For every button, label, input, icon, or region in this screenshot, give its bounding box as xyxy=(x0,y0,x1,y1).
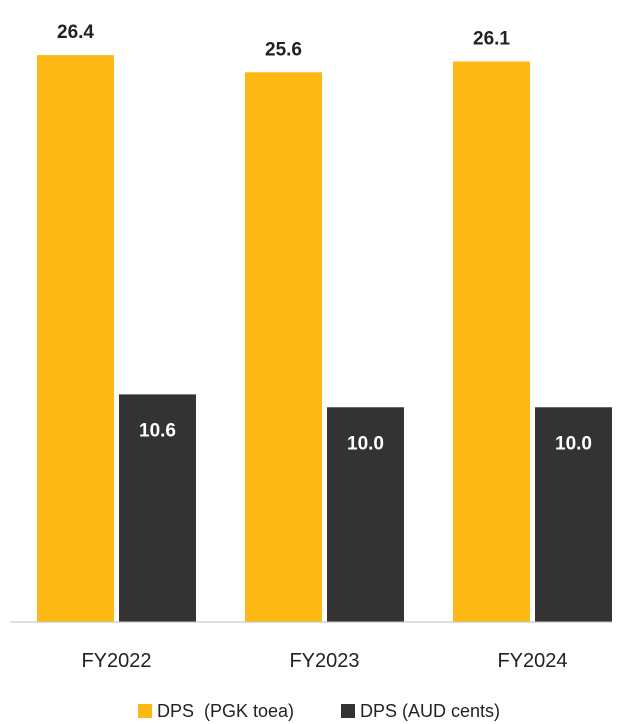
x-tick-label-fy2022: FY2022 xyxy=(81,650,151,672)
bar-fy2022-series-2 xyxy=(119,394,196,622)
bar-fy2022-series-1 xyxy=(37,55,114,623)
legend-label-series-2: DPS (AUD cents) xyxy=(360,701,500,721)
value-labels-layer: 26.4 10.6 25.6 10.0 26.1 10.0 xyxy=(57,22,592,454)
data-label-fy2022-series-1: 26.4 xyxy=(57,22,94,43)
data-label-fy2022-series-2: 10.6 xyxy=(139,420,176,441)
data-label-fy2023-series-2: 10.0 xyxy=(347,433,384,454)
data-label-fy2023-series-1: 25.6 xyxy=(265,39,302,60)
legend: DPS (PGK toea) DPS (AUD cents) xyxy=(138,701,500,721)
x-tick-labels: FY2022 FY2023 FY2024 xyxy=(81,650,567,672)
x-tick-label-fy2024: FY2024 xyxy=(497,650,567,672)
bar-fy2024-series-2 xyxy=(535,407,612,622)
bar-fy2023-series-1 xyxy=(245,72,322,622)
legend-label-series-1: DPS (PGK toea) xyxy=(157,701,294,721)
data-label-fy2024-series-1: 26.1 xyxy=(473,29,510,50)
bar-fy2024-series-1 xyxy=(453,61,530,622)
x-tick-label-fy2023: FY2023 xyxy=(289,650,359,672)
bar-fy2023-series-2 xyxy=(327,407,404,622)
bars-layer xyxy=(37,55,612,623)
legend-swatch-series-2 xyxy=(341,704,355,718)
legend-swatch-series-1 xyxy=(138,704,152,718)
data-label-fy2024-series-2: 10.0 xyxy=(555,433,592,454)
